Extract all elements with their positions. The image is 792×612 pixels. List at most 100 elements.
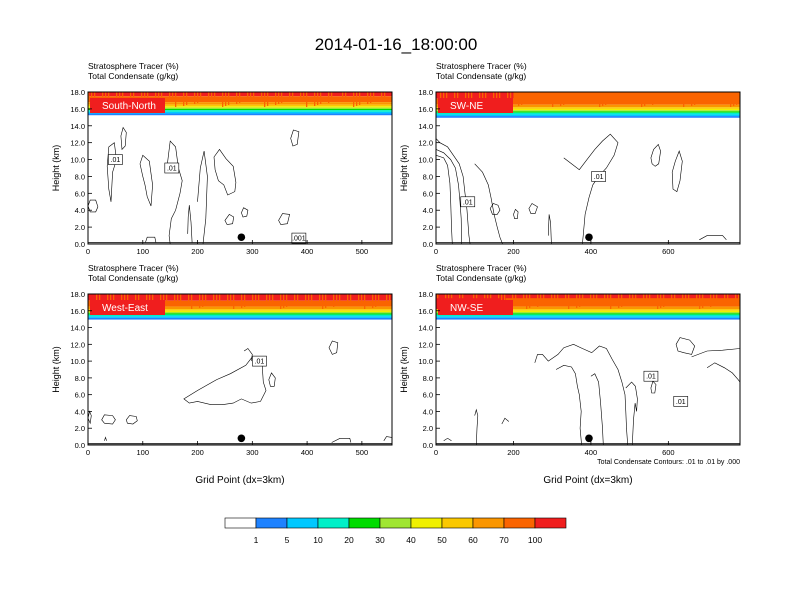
- y-axis-label: Height (km): [51, 346, 61, 393]
- tracer-band: [88, 312, 392, 314]
- tracer-band: [436, 107, 740, 109]
- tracer-streak: [457, 92, 459, 100]
- tracer-streak: [336, 294, 338, 306]
- contour-label-box: [252, 355, 267, 367]
- panel-name-background: [90, 98, 165, 113]
- tracer-streak: [255, 294, 257, 305]
- tracer-streak: [191, 294, 193, 309]
- tracer-streak: [328, 92, 330, 103]
- location-marker: [585, 233, 593, 242]
- contour-label: .01: [463, 199, 473, 206]
- plot-frame: [87, 91, 393, 245]
- colorbar-label: 30: [375, 535, 385, 545]
- tracer-streak: [735, 294, 737, 302]
- tracer-streak: [378, 294, 380, 306]
- condensate-contour: [675, 337, 696, 355]
- colorbar-swatch: [472, 517, 505, 529]
- x-tick-label: 500: [356, 448, 369, 457]
- condensate-contour: [474, 408, 479, 445]
- x-tick-label: 100: [137, 448, 150, 457]
- condensate-contour: [555, 364, 582, 445]
- tracer-streak: [381, 92, 383, 101]
- tracer-streak: [250, 92, 252, 101]
- condensate-contour: [213, 148, 237, 196]
- y-axis-label: Height (km): [51, 145, 61, 192]
- tracer-band: [88, 104, 392, 107]
- y-axis-label: Height (km): [399, 346, 409, 393]
- y-tick-label: 10.0: [70, 156, 85, 165]
- tracer-streak: [161, 92, 163, 101]
- y-tick-label: 4.0: [75, 407, 85, 416]
- tracer-streak: [557, 294, 559, 302]
- y-tick-label: 14.0: [418, 324, 433, 333]
- tracer-band: [436, 110, 740, 112]
- tracer-band: [88, 306, 392, 310]
- tracer-streak: [186, 92, 188, 105]
- contour-label: .01: [676, 399, 686, 406]
- tracer-streak: [319, 294, 321, 301]
- tracer-streak: [372, 294, 374, 308]
- tracer-streak: [275, 92, 277, 105]
- tracer-band: [436, 313, 740, 315]
- plot-frame: [435, 91, 741, 245]
- tracer-streak: [244, 294, 246, 307]
- tracer-streak: [222, 92, 224, 107]
- y-tick-label: 12.0: [70, 139, 85, 148]
- tracer-streak: [264, 92, 266, 107]
- condensate-contour: [650, 143, 661, 167]
- colorbar: 1 5 10 20 30 40 50 60 70 100: [224, 517, 567, 545]
- tracer-streak: [239, 92, 241, 103]
- tracer-streak: [172, 92, 174, 99]
- panel-name-background: [90, 300, 165, 315]
- condensate-contour: [501, 417, 509, 425]
- tracer-streak: [269, 294, 271, 302]
- tracer-streak: [485, 92, 487, 103]
- y-tick-label: 0.0: [75, 441, 85, 450]
- tracer-streak: [233, 294, 235, 309]
- condensate-contour: [331, 438, 352, 443]
- tracer-streak: [177, 294, 179, 303]
- field-label-condensate: Total Condensate (g/kg): [436, 273, 526, 283]
- tracer-streak: [188, 294, 190, 301]
- x-tick-label: 300: [246, 448, 259, 457]
- tracer-streak: [99, 294, 101, 301]
- panel-name: NW-SE: [450, 303, 483, 314]
- tracer-streak: [122, 92, 124, 100]
- colorbar-label: 100: [528, 535, 542, 545]
- tracer-band: [436, 294, 740, 301]
- contour-label: .01: [255, 359, 265, 366]
- tracer-streak: [272, 294, 274, 301]
- condensate-contour: [513, 208, 519, 219]
- condensate-contour: [548, 214, 552, 244]
- tracer-streak: [258, 294, 260, 304]
- tracer-streak: [358, 294, 360, 302]
- condensate-contour: [187, 205, 193, 243]
- tracer-band: [436, 306, 740, 310]
- y-tick-label: 8.0: [75, 172, 85, 181]
- tracer-streak: [473, 294, 475, 302]
- condensate-contour: [139, 154, 153, 207]
- x-tick-label: 100: [137, 247, 150, 256]
- tracer-streak: [501, 294, 503, 305]
- tracer-streak: [138, 294, 140, 302]
- tracer-band: [436, 317, 740, 320]
- tracer-streak: [127, 294, 129, 304]
- tracer-streak: [216, 294, 218, 304]
- tracer-streak: [364, 294, 366, 309]
- condensate-contour: [125, 415, 138, 425]
- y-tick-label: 0.0: [423, 240, 433, 249]
- tracer-streak: [359, 92, 361, 105]
- tracer-streak: [375, 294, 377, 307]
- condensate-contour: [699, 235, 727, 241]
- y-tick-label: 12.0: [70, 340, 85, 349]
- x-axis-label: Grid Point (dx=3km): [543, 475, 632, 486]
- tracer-band: [436, 104, 740, 108]
- panels: Stratosphere Tracer (%)Total Condensate …: [51, 61, 741, 486]
- condensate-contour: [290, 129, 300, 147]
- tracer-streak: [130, 92, 132, 99]
- plot-area: .01: [88, 294, 392, 445]
- tracer-streak: [230, 294, 232, 301]
- condensate-contour: [243, 348, 253, 362]
- tracer-band: [88, 313, 392, 315]
